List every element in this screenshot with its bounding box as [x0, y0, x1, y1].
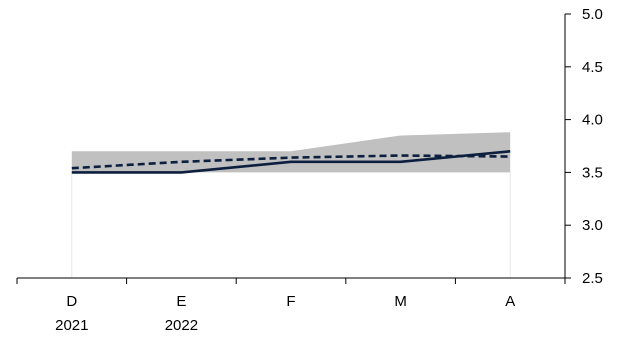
x-tick-label: F — [286, 293, 295, 310]
y-tick-label: 4.0 — [582, 112, 603, 129]
x-tick-label: D — [66, 293, 77, 310]
y-tick-label: 3.0 — [582, 217, 603, 234]
x-tick-label: A — [505, 293, 515, 310]
x-year-label: 2022 — [165, 317, 198, 334]
y-tick-label: 3.5 — [582, 164, 603, 181]
dropline-layer — [71, 172, 511, 278]
y-tick-label: 2.5 — [582, 270, 603, 287]
y-tick-label: 5.0 — [582, 6, 603, 23]
range-band — [71, 132, 511, 173]
series-line-dashed — [71, 154, 511, 170]
x-axis: D 2021 E 2022 F M A — [16, 277, 566, 334]
y-axis: 5.0 4.5 4.0 3.5 3.0 2.5 — [564, 6, 603, 287]
y-tick-label: 4.5 — [582, 59, 603, 76]
x-year-label: 2021 — [55, 317, 88, 334]
x-tick-label: E — [176, 293, 186, 310]
series-layer — [71, 149, 511, 174]
series-line-solid — [71, 149, 511, 174]
x-tick-label: M — [394, 293, 407, 310]
band-layer — [71, 132, 511, 173]
